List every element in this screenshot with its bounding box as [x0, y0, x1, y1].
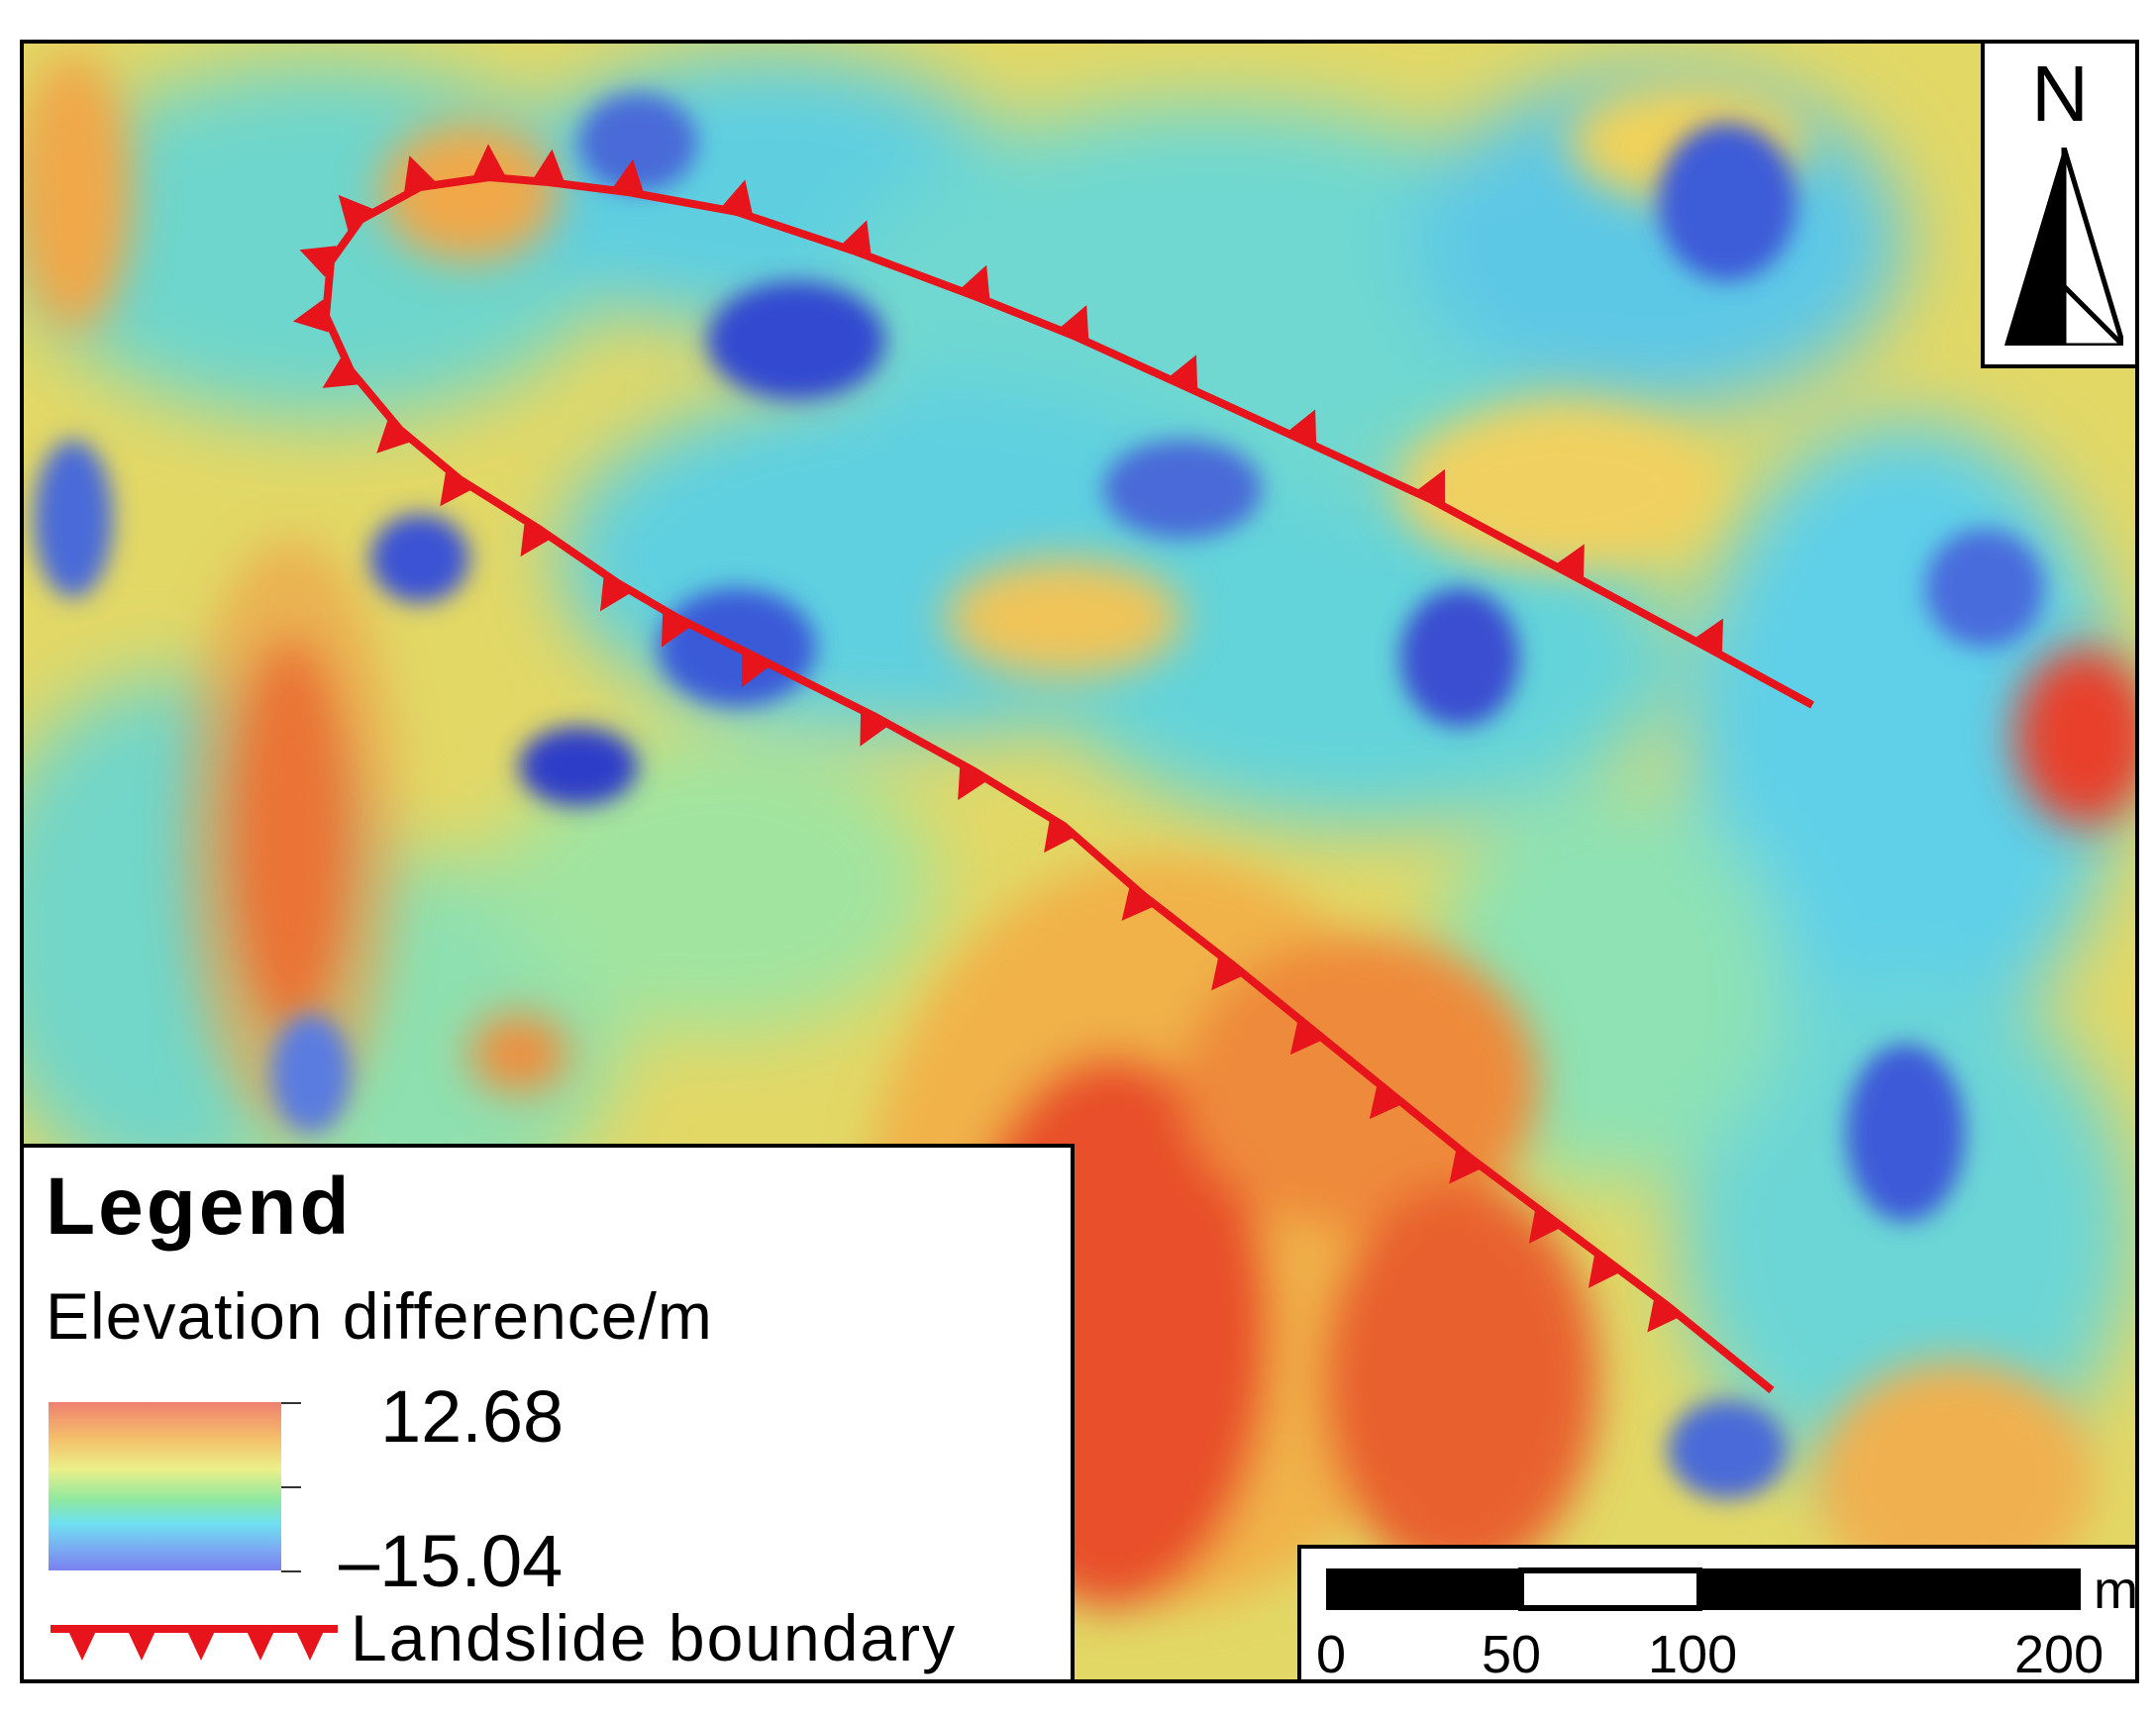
- scale-tick-0: 0: [1316, 1625, 1346, 1684]
- north-label: N: [2031, 50, 2089, 138]
- legend-subtitle: Elevation difference/m: [46, 1279, 713, 1353]
- color-ramp-ticks: [281, 1402, 301, 1572]
- north-arrow-box: N: [1981, 40, 2139, 368]
- color-ramp: [49, 1402, 281, 1570]
- scale-tick-100: 100: [1648, 1625, 1737, 1684]
- scale-unit: m: [2094, 1561, 2138, 1620]
- scale-bar-box: m 0 50 100 200: [1297, 1545, 2139, 1684]
- north-arrow-icon: [2004, 148, 2123, 346]
- scale-tick-50: 50: [1482, 1625, 1541, 1684]
- landslide-boundary-symbol: [51, 1625, 338, 1661]
- legend-panel: Legend Elevation difference/m 12.68 –15.…: [20, 1144, 1075, 1683]
- legend-title: Legend: [46, 1162, 353, 1252]
- legend-max-value: 12.68: [380, 1375, 565, 1458]
- scale-segment-3: [1699, 1570, 2079, 1608]
- scale-segment-1: [1328, 1570, 1521, 1608]
- landslide-boundary-line[interactable]: [292, 144, 1814, 1394]
- legend-min-value: –15.04: [339, 1520, 564, 1602]
- scale-segment-2: [1518, 1567, 1702, 1611]
- scale-bar: m 0 50 100 200: [1316, 1561, 2138, 1684]
- legend-boundary-label: Landslide boundary: [351, 1601, 958, 1674]
- scale-tick-200: 200: [2014, 1625, 2104, 1684]
